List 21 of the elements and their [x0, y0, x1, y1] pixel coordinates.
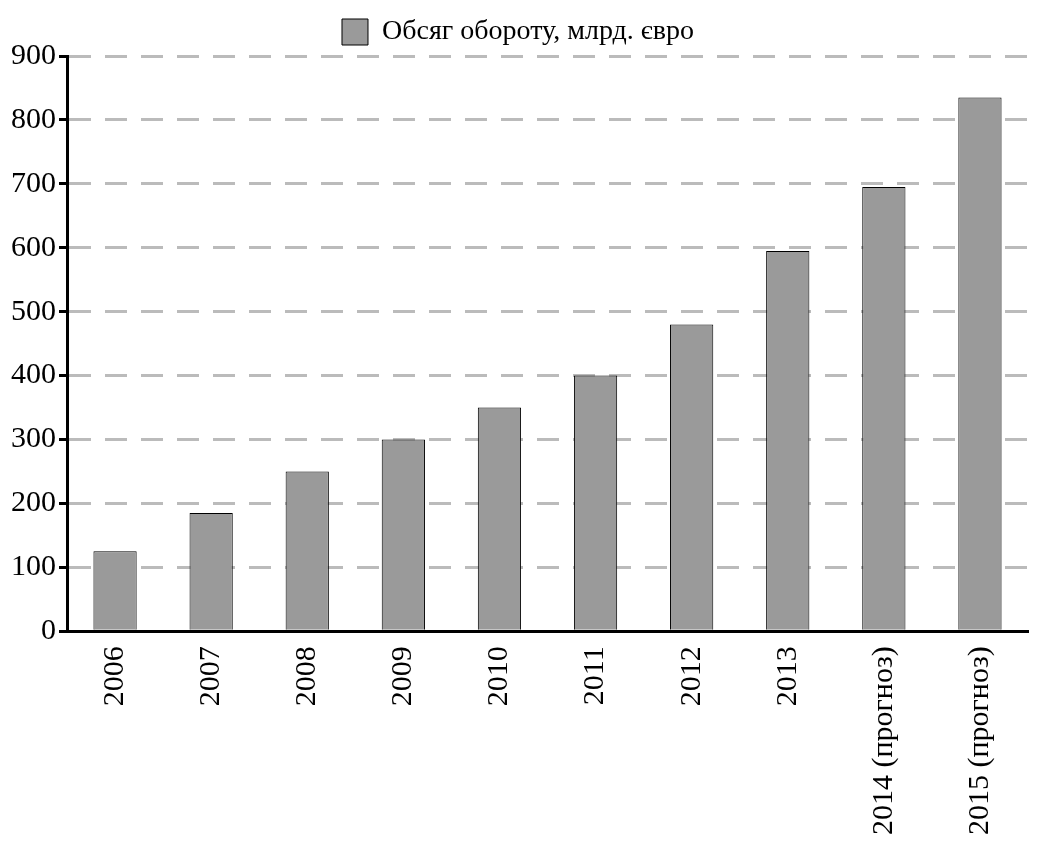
y-tick-label: 0 — [41, 612, 56, 646]
y-tick-label: 600 — [11, 228, 56, 262]
y-tick-label: 400 — [11, 356, 56, 390]
y-tick-label: 200 — [11, 484, 56, 518]
x-tick-label: 2009 — [384, 646, 418, 707]
x-tick-label: 2013 — [768, 646, 802, 707]
legend-label: Обсяг обороту, млрд. євро — [382, 14, 695, 46]
x-tick-label: 2014 (прогноз) — [864, 646, 899, 835]
x-tick-label: 2007 — [192, 646, 226, 707]
y-tick-label: 300 — [11, 420, 56, 454]
x-tick-label: 2015 (прогноз) — [960, 646, 995, 835]
y-tick-label: 700 — [11, 164, 56, 198]
x-tick-label: 2010 — [480, 646, 514, 707]
y-tick-label: 500 — [11, 292, 56, 326]
x-tick-label: 2006 — [95, 646, 129, 707]
y-tick-label: 800 — [11, 100, 56, 134]
x-tick-label: 2011 — [576, 646, 610, 706]
x-tick-label: 2012 — [672, 646, 706, 707]
y-tick-label: 900 — [11, 36, 56, 70]
y-tick-label: 100 — [11, 548, 56, 582]
x-tick-label: 2008 — [288, 646, 322, 707]
